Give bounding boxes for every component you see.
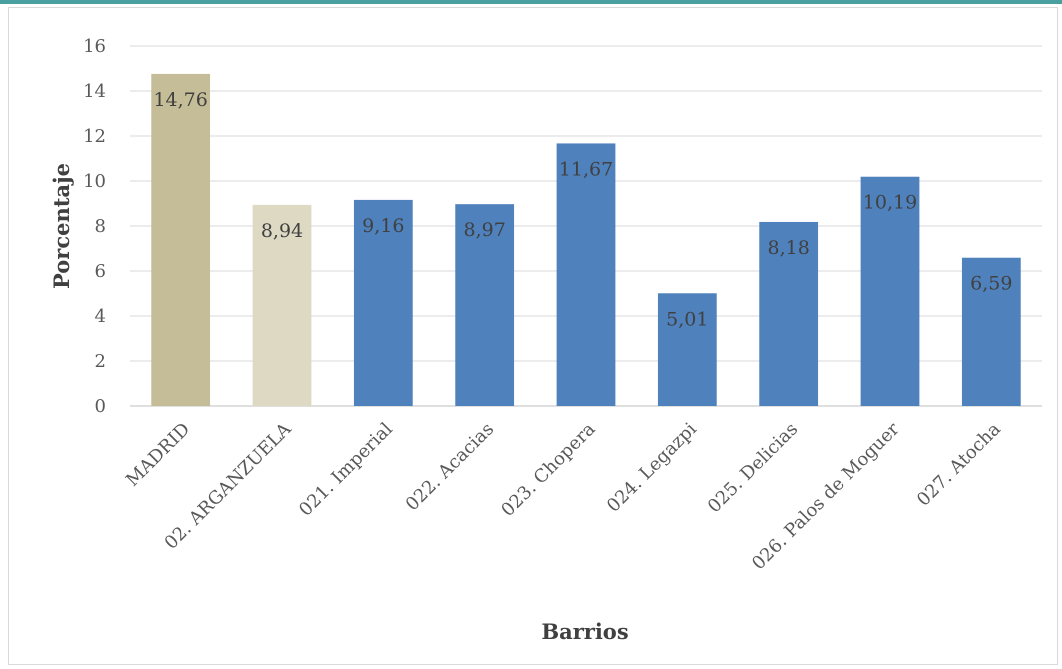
- data-label: 6,59: [970, 273, 1012, 295]
- x-axis-title: Barrios: [541, 619, 628, 644]
- bar: [860, 176, 920, 406]
- x-category-label: 023. Chopera: [497, 418, 599, 520]
- y-tick-label: 14: [83, 81, 106, 102]
- x-category-label: 021. Imperial: [295, 419, 397, 521]
- bar: [759, 221, 819, 406]
- bar: [556, 143, 616, 407]
- data-label: 8,94: [261, 220, 303, 242]
- data-label: 10,19: [863, 192, 917, 214]
- y-tick-label: 8: [95, 216, 106, 237]
- bar: [455, 204, 515, 406]
- y-tick-label: 4: [95, 306, 106, 327]
- bar: [353, 199, 413, 406]
- y-tick-label: 10: [83, 171, 106, 192]
- top-rule: [0, 0, 1062, 4]
- x-category-label: 025. Delicias: [704, 419, 802, 517]
- y-tick-label: 16: [83, 36, 106, 57]
- data-label: 9,16: [362, 215, 404, 237]
- data-label: 14,76: [153, 89, 207, 111]
- data-label: 8,18: [768, 237, 810, 259]
- data-labels: 14,76 8,94 9,16 8,97 11,67 5,01 8,18 10,19 6,59: [153, 89, 1012, 330]
- x-category-label: 024. Legazpi: [603, 419, 701, 517]
- y-tick-label: 0: [95, 396, 106, 417]
- data-label: 11,67: [559, 158, 613, 180]
- bar: [961, 257, 1021, 406]
- data-label: 5,01: [666, 308, 708, 330]
- data-label: 8,97: [464, 219, 506, 241]
- bars: [151, 73, 1021, 407]
- y-axis-ticks: 0 2 4 6 8 10 12 14 16: [83, 36, 106, 417]
- x-category-label: 027. Atocha: [913, 419, 1005, 511]
- bar: [657, 293, 717, 406]
- x-category-label: MADRID: [122, 419, 194, 491]
- x-category-label: 022. Acacias: [402, 419, 498, 515]
- bar: [151, 73, 211, 407]
- bar: [252, 204, 312, 406]
- y-tick-label: 2: [95, 351, 106, 372]
- y-tick-label: 6: [95, 261, 106, 282]
- y-tick-label: 12: [83, 126, 106, 147]
- y-axis-title: Porcentaje: [49, 163, 74, 289]
